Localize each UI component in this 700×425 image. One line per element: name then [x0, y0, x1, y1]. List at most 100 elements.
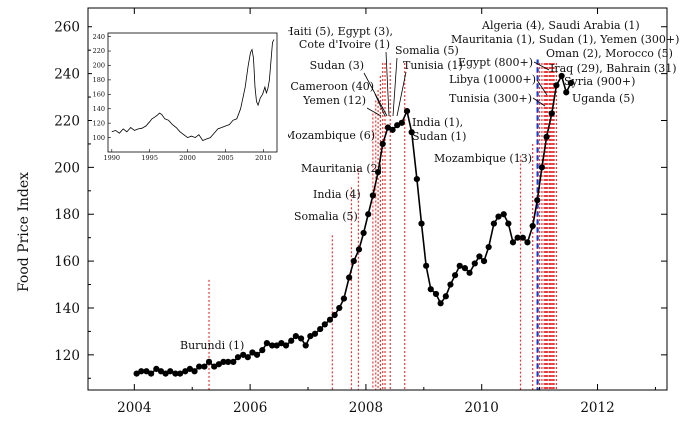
annotation-leader — [366, 107, 382, 117]
data-point — [182, 368, 189, 375]
data-point — [191, 368, 198, 375]
data-point — [567, 79, 574, 87]
data-point — [153, 365, 160, 373]
data-point — [321, 321, 328, 328]
inset-y-tick-label: 140 — [93, 105, 105, 113]
data-point — [471, 260, 478, 267]
x-tick-label: 2006 — [233, 400, 267, 416]
data-point — [447, 281, 454, 288]
data-point — [201, 363, 208, 370]
inset-y-tick-label: 160 — [93, 91, 105, 99]
data-point — [282, 342, 290, 349]
data-point — [384, 124, 392, 131]
inset-y-tick-label: 180 — [93, 76, 105, 84]
data-point — [480, 258, 488, 265]
data-point — [234, 354, 242, 361]
annotation-label: India (4) — [313, 188, 361, 201]
data-point — [432, 290, 440, 298]
inset-y-tick-label: 100 — [93, 134, 105, 142]
data-point — [437, 300, 444, 307]
inset-series-line — [111, 39, 275, 141]
data-point — [215, 361, 222, 368]
y-axis: 120 140 160 180 200 220 240 260 — [54, 20, 667, 379]
data-point — [162, 370, 169, 377]
data-point — [418, 220, 425, 227]
data-point — [476, 253, 483, 260]
data-point — [205, 358, 213, 365]
data-point — [331, 311, 338, 319]
annotation-label: Tunisia (300+) — [449, 92, 532, 105]
annotation-label: Sudan (1) — [412, 130, 466, 143]
data-point — [543, 133, 550, 140]
y-tick-label: 120 — [54, 348, 80, 364]
data-point — [398, 119, 405, 126]
annotation-label: Uganda (5) — [572, 92, 635, 105]
data-point — [529, 222, 536, 230]
data-point — [524, 239, 531, 246]
inset-x-tick-label: 1990 — [104, 154, 121, 162]
annotation-leaders-layer — [363, 51, 550, 117]
data-point — [346, 274, 353, 281]
annotation-label: Tunisia (1) — [403, 59, 463, 72]
data-point — [292, 332, 299, 340]
data-point — [230, 358, 237, 365]
data-point — [360, 229, 367, 237]
data-point — [374, 168, 382, 176]
y-tick-label: 260 — [54, 20, 80, 36]
data-point — [461, 265, 469, 272]
annotation-leader — [363, 72, 388, 117]
annotation-label: Syria (900+) — [564, 75, 635, 88]
data-point — [172, 370, 179, 377]
data-point — [427, 286, 434, 293]
annotation-label: Iraq (29), Bahrain (31) — [550, 62, 677, 75]
data-point — [297, 335, 305, 342]
data-point — [336, 304, 343, 312]
data-point — [408, 129, 415, 136]
data-point — [138, 368, 145, 375]
data-point — [240, 351, 247, 358]
data-point — [157, 368, 165, 375]
data-point — [389, 126, 396, 133]
inset-x-tick-label: 2000 — [179, 154, 196, 162]
annotation-leader — [392, 57, 398, 117]
annotation-label: Yemen (12) — [302, 94, 366, 107]
y-tick-label: 180 — [54, 207, 80, 223]
data-point — [225, 358, 232, 365]
annotation-label: Mozambique (6) — [284, 129, 375, 142]
inset-chart: 1990 1995 2000 2005 2010 100 120 140 160 180 200 22… — [92, 18, 288, 163]
x-tick-label: 2004 — [117, 400, 151, 416]
data-point — [563, 89, 570, 96]
annotation-leader — [385, 51, 390, 117]
data-point — [196, 363, 203, 370]
data-point — [288, 337, 295, 344]
y-tick-label: 220 — [54, 113, 80, 129]
data-point — [148, 370, 155, 377]
data-point — [403, 108, 411, 115]
plot-frame — [87, 7, 668, 391]
data-point — [355, 246, 363, 253]
data-point — [490, 220, 497, 227]
data-point — [394, 122, 401, 129]
data-point — [244, 354, 251, 361]
data-point — [186, 365, 194, 373]
data-point — [259, 347, 266, 354]
annotation-label: Mauritania (2) — [301, 162, 382, 175]
series-points-layer — [133, 72, 574, 377]
data-point — [365, 211, 372, 218]
y-tick-label: 240 — [54, 67, 80, 83]
data-point — [273, 342, 280, 349]
annotation-label: Mozambique (13) — [434, 152, 532, 165]
annotation-label: Libya (10000+) — [449, 73, 536, 86]
annotation-label: Algeria (4), Saudi Arabia (1) — [481, 19, 640, 32]
annotation-label: Cote d'Ivoire (1) — [299, 38, 390, 51]
data-point — [548, 110, 555, 117]
data-point — [553, 82, 560, 89]
data-point — [167, 368, 174, 375]
inset-y-tick-label: 200 — [93, 62, 105, 70]
data-point — [220, 358, 227, 365]
data-point — [211, 363, 218, 370]
data-point — [466, 269, 473, 276]
data-point — [249, 349, 256, 356]
inset-y-tick-label: 120 — [93, 119, 105, 127]
